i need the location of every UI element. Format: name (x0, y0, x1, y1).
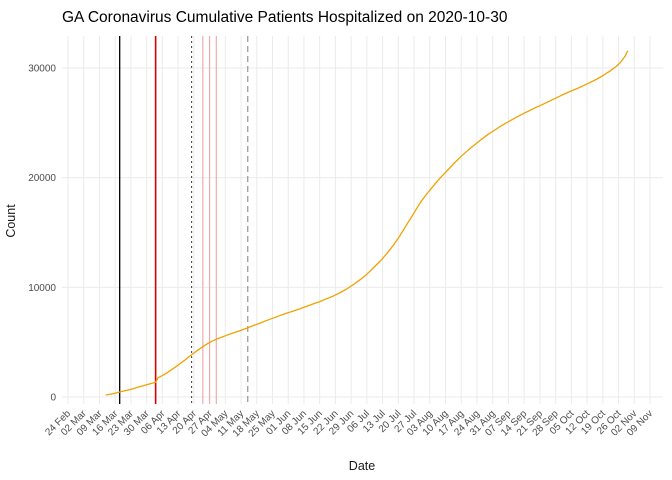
y-tick-label: 10000 (28, 283, 56, 294)
reference-lines (119, 36, 249, 404)
y-tick-label: 30000 (28, 64, 56, 75)
data-series (105, 50, 629, 396)
y-axis-title: Count (4, 204, 18, 238)
series-line (105, 50, 629, 396)
y-tick-label: 0 (50, 393, 56, 404)
y-tick-label: 20000 (28, 173, 56, 184)
x-axis-title: Date (349, 459, 375, 473)
gridlines (62, 36, 663, 404)
chart-title: GA Coronavirus Cumulative Patients Hospi… (62, 9, 508, 26)
y-axis-tick-labels: 0 10000 20000 30000 (28, 64, 56, 404)
